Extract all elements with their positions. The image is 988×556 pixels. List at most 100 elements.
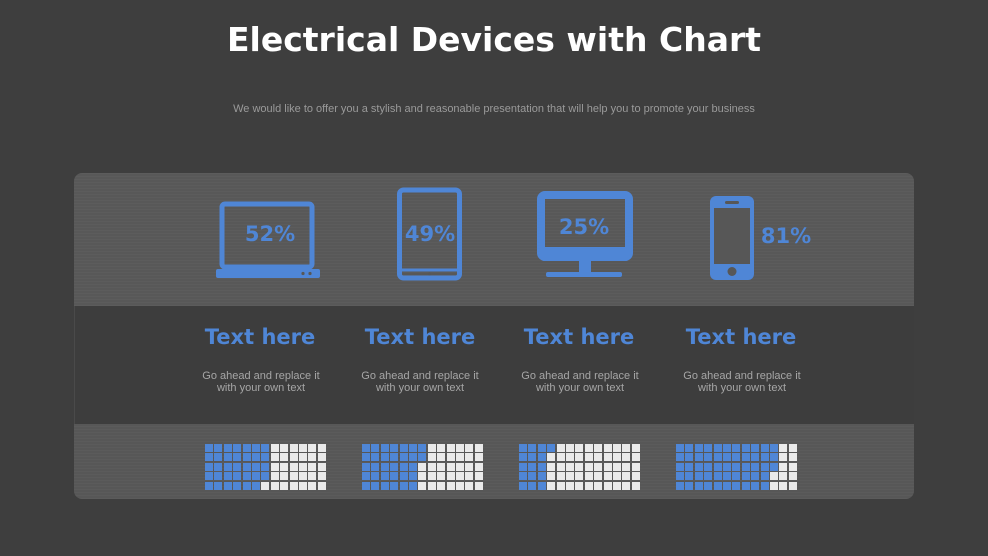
- waffle-cell: [556, 444, 565, 452]
- waffle-cell: [685, 453, 694, 462]
- waffle-cell: [474, 453, 483, 462]
- waffle-cell: [732, 453, 741, 462]
- waffle-cell: [280, 481, 289, 490]
- waffle-cell: [713, 444, 722, 452]
- waffle-cell: [575, 481, 584, 490]
- waffle-cell: [251, 453, 260, 462]
- waffle-cell: [362, 453, 370, 462]
- waffle-cell: [214, 444, 223, 452]
- waffle-cell: [547, 481, 556, 490]
- waffle-cell: [214, 462, 223, 471]
- waffle-cell: [308, 472, 317, 481]
- waffle-cell: [751, 453, 760, 462]
- waffle-cell: [769, 481, 778, 490]
- smartphone-icon: [710, 196, 754, 280]
- waffle-cell: [676, 481, 684, 490]
- waffle-cell: [760, 444, 769, 452]
- waffle-cell: [308, 444, 317, 452]
- waffle-cell: [362, 472, 370, 481]
- page-subtitle: We would like to offer you a stylish and…: [233, 103, 755, 115]
- waffle-cell: [289, 481, 298, 490]
- waffle-cell: [713, 481, 722, 490]
- waffle-cell: [537, 462, 546, 471]
- waffle-cell: [631, 444, 640, 452]
- waffle-cell: [760, 462, 769, 471]
- waffle-cell: [399, 472, 408, 481]
- waffle-chart-3: [519, 444, 640, 490]
- waffle-cell: [622, 444, 631, 452]
- waffle-cell: [612, 453, 621, 462]
- waffle-cell: [779, 444, 788, 452]
- monitor-percent: 25%: [558, 215, 610, 239]
- waffle-cell: [380, 462, 389, 471]
- waffle-cell: [455, 444, 464, 452]
- waffle-cell: [251, 462, 260, 471]
- waffle-cell: [380, 453, 389, 462]
- waffle-cell: [788, 462, 797, 471]
- waffle-cell: [298, 444, 307, 452]
- waffle-cell: [242, 444, 251, 452]
- waffle-cell: [537, 453, 546, 462]
- waffle-cell: [741, 472, 750, 481]
- waffle-cell: [751, 462, 760, 471]
- waffle-cell: [371, 472, 380, 481]
- waffle-cell: [631, 453, 640, 462]
- waffle-cell: [399, 462, 408, 471]
- waffle-cell: [528, 481, 537, 490]
- waffle-cell: [280, 462, 289, 471]
- waffle-cell: [214, 453, 223, 462]
- waffle-cell: [205, 462, 213, 471]
- device-title-1: Text here: [204, 325, 316, 349]
- waffle-cell: [298, 472, 307, 481]
- waffle-cell: [455, 453, 464, 462]
- device-title-2: Text here: [364, 325, 476, 349]
- waffle-cell: [547, 462, 556, 471]
- waffle-cell: [427, 444, 436, 452]
- waffle-cell: [270, 481, 279, 490]
- waffle-cell: [418, 472, 427, 481]
- waffle-cell: [418, 444, 427, 452]
- waffle-cell: [408, 444, 417, 452]
- waffle-cell: [427, 462, 436, 471]
- waffle-cell: [399, 444, 408, 452]
- waffle-cell: [233, 444, 242, 452]
- waffle-cell: [233, 472, 242, 481]
- waffle-cell: [732, 444, 741, 452]
- waffle-cell: [612, 462, 621, 471]
- waffle-cell: [622, 453, 631, 462]
- waffle-cell: [261, 462, 270, 471]
- waffle-cell: [519, 481, 527, 490]
- waffle-cell: [788, 481, 797, 490]
- waffle-cell: [371, 444, 380, 452]
- waffle-cell: [769, 472, 778, 481]
- waffle-cell: [704, 481, 713, 490]
- waffle-cell: [251, 444, 260, 452]
- waffle-cell: [427, 481, 436, 490]
- waffle-cell: [547, 444, 556, 452]
- waffle-cell: [575, 453, 584, 462]
- waffle-cell: [575, 462, 584, 471]
- waffle-cell: [713, 462, 722, 471]
- device-desc-2: Go ahead and replace it with your own tex…: [361, 370, 479, 394]
- waffle-cell: [474, 481, 483, 490]
- waffle-cell: [603, 453, 612, 462]
- waffle-cell: [704, 453, 713, 462]
- waffle-cell: [547, 453, 556, 462]
- waffle-cell: [437, 481, 446, 490]
- waffle-cell: [631, 481, 640, 490]
- waffle-cell: [205, 453, 213, 462]
- waffle-cell: [261, 472, 270, 481]
- waffle-cell: [223, 481, 232, 490]
- waffle-cell: [317, 472, 326, 481]
- waffle-cell: [760, 481, 769, 490]
- waffle-cell: [594, 472, 603, 481]
- icons-band: [74, 173, 914, 306]
- waffle-cell: [685, 462, 694, 471]
- waffle-cell: [214, 481, 223, 490]
- waffle-cell: [233, 453, 242, 462]
- text-band: [74, 306, 914, 424]
- waffle-cell: [270, 462, 279, 471]
- waffle-cell: [631, 472, 640, 481]
- waffle-cell: [437, 444, 446, 452]
- waffle-cell: [233, 481, 242, 490]
